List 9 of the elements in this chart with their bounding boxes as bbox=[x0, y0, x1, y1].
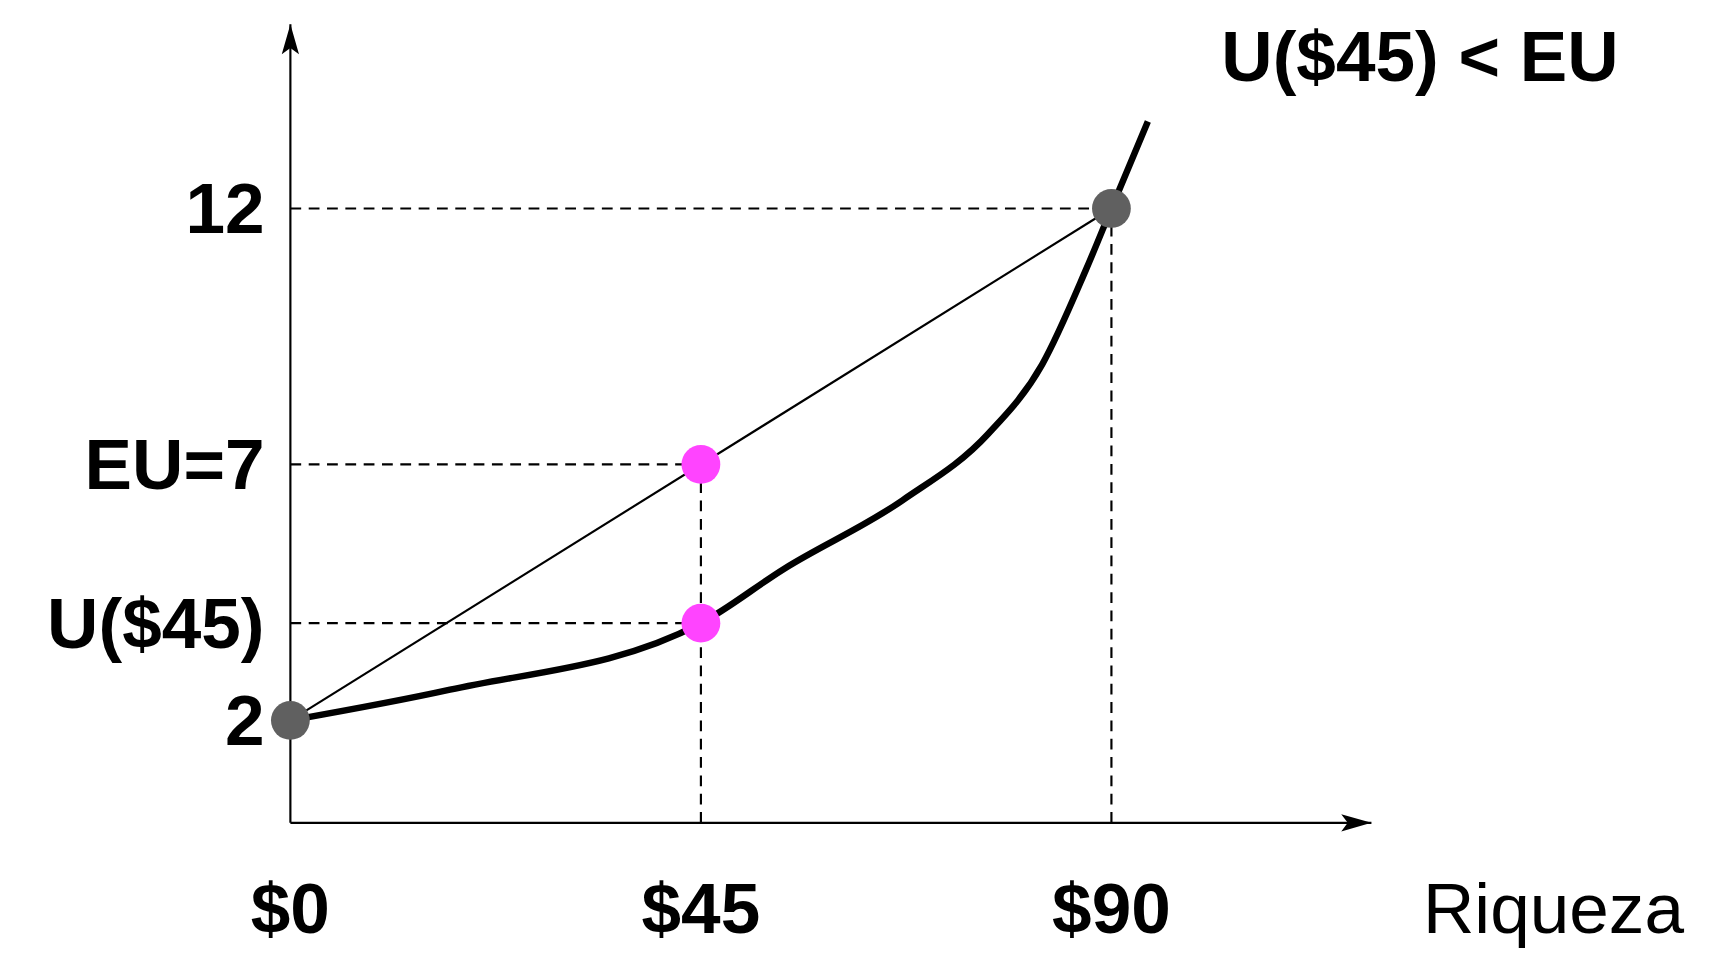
x-tick-label: $45 bbox=[641, 868, 761, 948]
y-tick-label: U($45) bbox=[47, 584, 265, 664]
x-axis-title: Riqueza bbox=[1423, 868, 1685, 948]
x-tick-label: $90 bbox=[1052, 868, 1171, 948]
x-tick-label: $0 bbox=[250, 868, 330, 948]
y-tick-label: EU=7 bbox=[84, 425, 265, 505]
y-tick-label: 12 bbox=[185, 169, 265, 249]
annotation: U($45) < EU bbox=[1221, 17, 1619, 97]
y-tick-label: 2 bbox=[224, 681, 265, 761]
